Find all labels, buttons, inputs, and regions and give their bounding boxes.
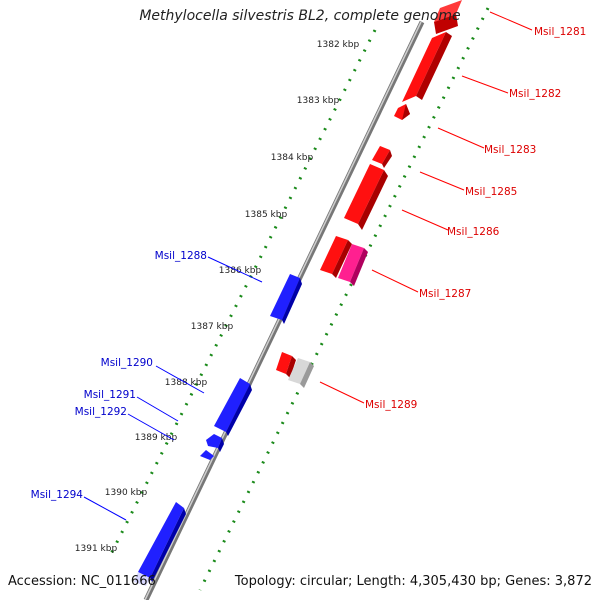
- gene-label-msil-1283[interactable]: Msil_1283: [484, 144, 536, 156]
- minus-label-leaders: [83, 256, 263, 521]
- kbp-tick-label: 1390 kbp: [105, 488, 148, 498]
- gene-label-msil-1291[interactable]: Msil_1291: [84, 389, 136, 401]
- gene-block-msil-1287-a[interactable]: [320, 236, 352, 278]
- kbp-tick-label: 1389 kbp: [135, 433, 178, 443]
- gene-label-msil-1286[interactable]: Msil_1286: [447, 226, 500, 238]
- kbp-tick-label: 1386 kbp: [219, 266, 262, 276]
- plus-label-leaders: [319, 11, 533, 404]
- kbp-tick-label: 1385 kbp: [245, 210, 288, 220]
- gene-block-msil-1287[interactable]: [338, 244, 368, 286]
- gene-label-msil-1287[interactable]: Msil_1287: [419, 288, 471, 300]
- gene-label-msil-1292[interactable]: Msil_1292: [75, 406, 127, 418]
- kbp-tick-label: 1382 kbp: [317, 40, 360, 50]
- kbp-tick-label: 1383 kbp: [297, 96, 340, 106]
- kbp-tick-labels: 1382 kbp 1383 kbp 1384 kbp 1385 kbp 1386 kbp…: [75, 40, 360, 554]
- gene-block-msil-1282[interactable]: [402, 32, 452, 102]
- gene-block-msil-1289-a[interactable]: [276, 352, 296, 378]
- gene-block-msil-1283[interactable]: [394, 104, 410, 120]
- gene-block-msil-1291[interactable]: [206, 434, 224, 452]
- topology-summary-text: Topology: circular; Length: 4,305,430 bp…: [234, 574, 592, 589]
- map-title: Methylocella silvestris BL2, complete ge…: [139, 8, 461, 24]
- gene-label-msil-1294[interactable]: Msil_1294: [31, 489, 84, 501]
- gene-label-msil-1288[interactable]: Msil_1288: [155, 250, 207, 262]
- gene-block-msil-1286[interactable]: [344, 164, 388, 230]
- kbp-tick-label: 1384 kbp: [271, 153, 314, 163]
- kbp-tick-label: 1391 kbp: [75, 544, 118, 554]
- gene-label-msil-1289[interactable]: Msil_1289: [365, 399, 417, 411]
- gene-block-msil-1289[interactable]: [288, 358, 314, 388]
- gene-label-msil-1285[interactable]: Msil_1285: [465, 186, 517, 198]
- gene-block-msil-1285[interactable]: [372, 146, 392, 168]
- kbp-tick-label: 1387 kbp: [191, 322, 234, 332]
- gene-label-msil-1290[interactable]: Msil_1290: [101, 357, 153, 369]
- gene-block-msil-1281[interactable]: [434, 0, 462, 34]
- gene-block-msil-1294[interactable]: [134, 502, 186, 586]
- gene-label-msil-1281[interactable]: Msil_1281: [534, 26, 586, 38]
- accession-text: Accession: NC_011666: [8, 574, 156, 589]
- gene-block-msil-1290[interactable]: [214, 378, 252, 436]
- tick-track-inner: [106, 29, 377, 561]
- gene-block-msil-1288[interactable]: [270, 274, 302, 324]
- gene-labels: Msil_1281 Msil_1282 Msil_1283 Msil_1285 Msil…: [31, 26, 587, 501]
- gene-label-msil-1282[interactable]: Msil_1282: [509, 88, 561, 100]
- gene-block-msil-1292[interactable]: [200, 450, 214, 460]
